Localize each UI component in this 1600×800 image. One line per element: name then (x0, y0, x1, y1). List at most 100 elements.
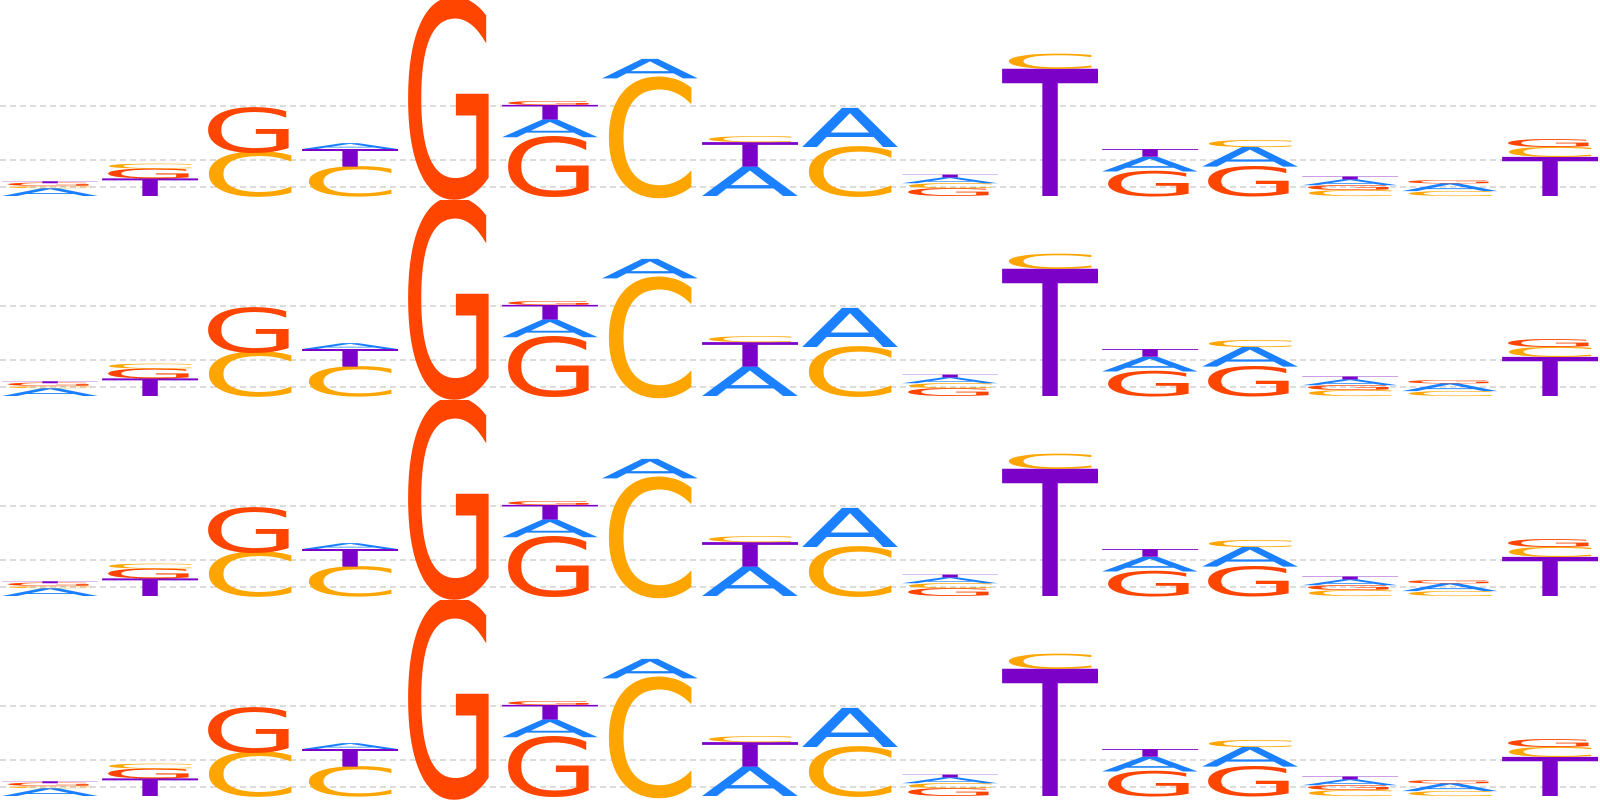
logo-column-16: TCG (1501, 137, 1599, 200)
logo-letter-c: C (1201, 538, 1299, 549)
logo-letter-t: T (1002, 234, 1099, 400)
logo-letter-c: C (901, 182, 999, 190)
logo-column-13: GAC (1201, 138, 1299, 200)
logo-letter-c: C (801, 534, 899, 600)
logo-letter-c: C (301, 159, 399, 200)
logo-letter-a: A (801, 697, 899, 760)
logo-column-2: TGC (101, 362, 199, 400)
logo-column-8: ATC (701, 335, 799, 400)
logo-column-12: GAT (1101, 547, 1199, 600)
logo-letter-c: C (801, 134, 899, 200)
logo-letter-t: T (901, 374, 999, 379)
logo-letter-c: C (1501, 344, 1599, 360)
logo-letter-a: A (1401, 581, 1499, 593)
logo-letter-a: A (801, 297, 899, 360)
logo-letter-c: C (1301, 189, 1399, 198)
logo-letter-t: T (501, 101, 599, 124)
logo-letter-c: C (201, 141, 299, 200)
logo-letter-c: C (1, 186, 99, 189)
logo-letter-g: G (501, 700, 599, 706)
logo-letter-g: G (501, 500, 599, 506)
logo-column-11: TC (1001, 34, 1099, 200)
logo-column-2: TGC (101, 162, 199, 200)
logo-letter-c: C (901, 382, 999, 390)
logo-letter-a: A (1, 586, 99, 598)
logo-letter-t: T (1501, 147, 1599, 200)
logo-letter-t: T (1101, 547, 1198, 559)
logo-column-5: G (401, 600, 499, 800)
logo-letter-a: A (501, 115, 599, 143)
logo-letter-t: T (901, 774, 999, 779)
logo-letter-g: G (201, 96, 299, 166)
logo-letter-g: G (401, 200, 499, 400)
logo-column-7: CA (601, 47, 699, 200)
logo-letter-c: C (201, 741, 299, 800)
logo-column-7: CA (601, 647, 699, 800)
logo-letter-c: C (1001, 450, 1099, 474)
logo-column-12: GAT (1101, 147, 1199, 200)
logo-column-11: TC (1001, 234, 1099, 400)
logo-column-16: TCG (1501, 337, 1599, 400)
logo-letter-c: C (701, 135, 799, 144)
logo-column-13: GAC (1201, 538, 1299, 600)
logo-letter-t: T (1301, 576, 1399, 581)
logo-letter-g: G (901, 186, 999, 198)
logo-column-3: CG (201, 296, 299, 400)
logo-letter-a: A (601, 654, 699, 685)
logo-letter-c: C (801, 734, 899, 800)
logo-letter-t: T (1301, 776, 1399, 781)
logo-letter-g: G (1101, 765, 1199, 800)
logo-letter-g: G (1201, 759, 1299, 800)
logo-column-4: CTA (301, 741, 399, 800)
logo-letter-a: A (301, 741, 399, 750)
logo-letter-g: G (401, 0, 499, 200)
logo-letter-t: T (1, 381, 99, 384)
logo-letter-c: C (1301, 789, 1399, 798)
logo-letter-a: A (701, 758, 799, 800)
logo-letter-a: A (1, 186, 99, 198)
logo-column-12: GAT (1101, 347, 1199, 400)
logo-letter-t: T (1101, 147, 1198, 159)
logo-letter-g: G (101, 566, 199, 582)
logo-letter-g: G (901, 786, 999, 798)
logo-letter-g: G (1301, 384, 1399, 392)
logo-letter-a: A (1301, 178, 1399, 187)
logo-letter-t: T (101, 174, 199, 200)
logo-letter-t: T (301, 544, 399, 572)
logo-letter-g: G (1401, 380, 1499, 385)
logo-letter-t: T (1501, 547, 1599, 600)
logo-column-16: TCG (1501, 737, 1599, 800)
logo-letter-t: T (1002, 634, 1099, 800)
logo-letter-a: A (801, 97, 899, 160)
logo-letter-c: C (1401, 790, 1499, 798)
logo-letter-a: A (1401, 381, 1499, 393)
logo-column-11: TC (1001, 634, 1099, 800)
logo-letter-a: A (1, 786, 99, 798)
logo-column-5: G (401, 200, 499, 400)
logo-letter-c: C (301, 559, 399, 600)
logo-letter-g: G (1501, 737, 1599, 749)
logo-letter-g: G (201, 296, 299, 366)
logo-column-7: CA (601, 247, 699, 400)
logo-letter-c: C (601, 47, 699, 200)
logo-letter-c: C (1401, 390, 1499, 398)
logo-letter-g: G (1201, 159, 1299, 200)
logo-letter-g: G (101, 366, 199, 382)
logo-letter-g: G (1401, 180, 1499, 185)
logo-column-3: CG (201, 496, 299, 600)
logo-letter-a: A (1101, 753, 1199, 776)
logo-letter-g: G (101, 166, 199, 182)
logo-column-8: ATC (701, 735, 799, 800)
logo-letter-a: A (1, 386, 99, 398)
logo-letter-c: C (701, 735, 799, 744)
logo-letter-c: C (1201, 738, 1299, 749)
logo-column-8: ATC (701, 535, 799, 600)
